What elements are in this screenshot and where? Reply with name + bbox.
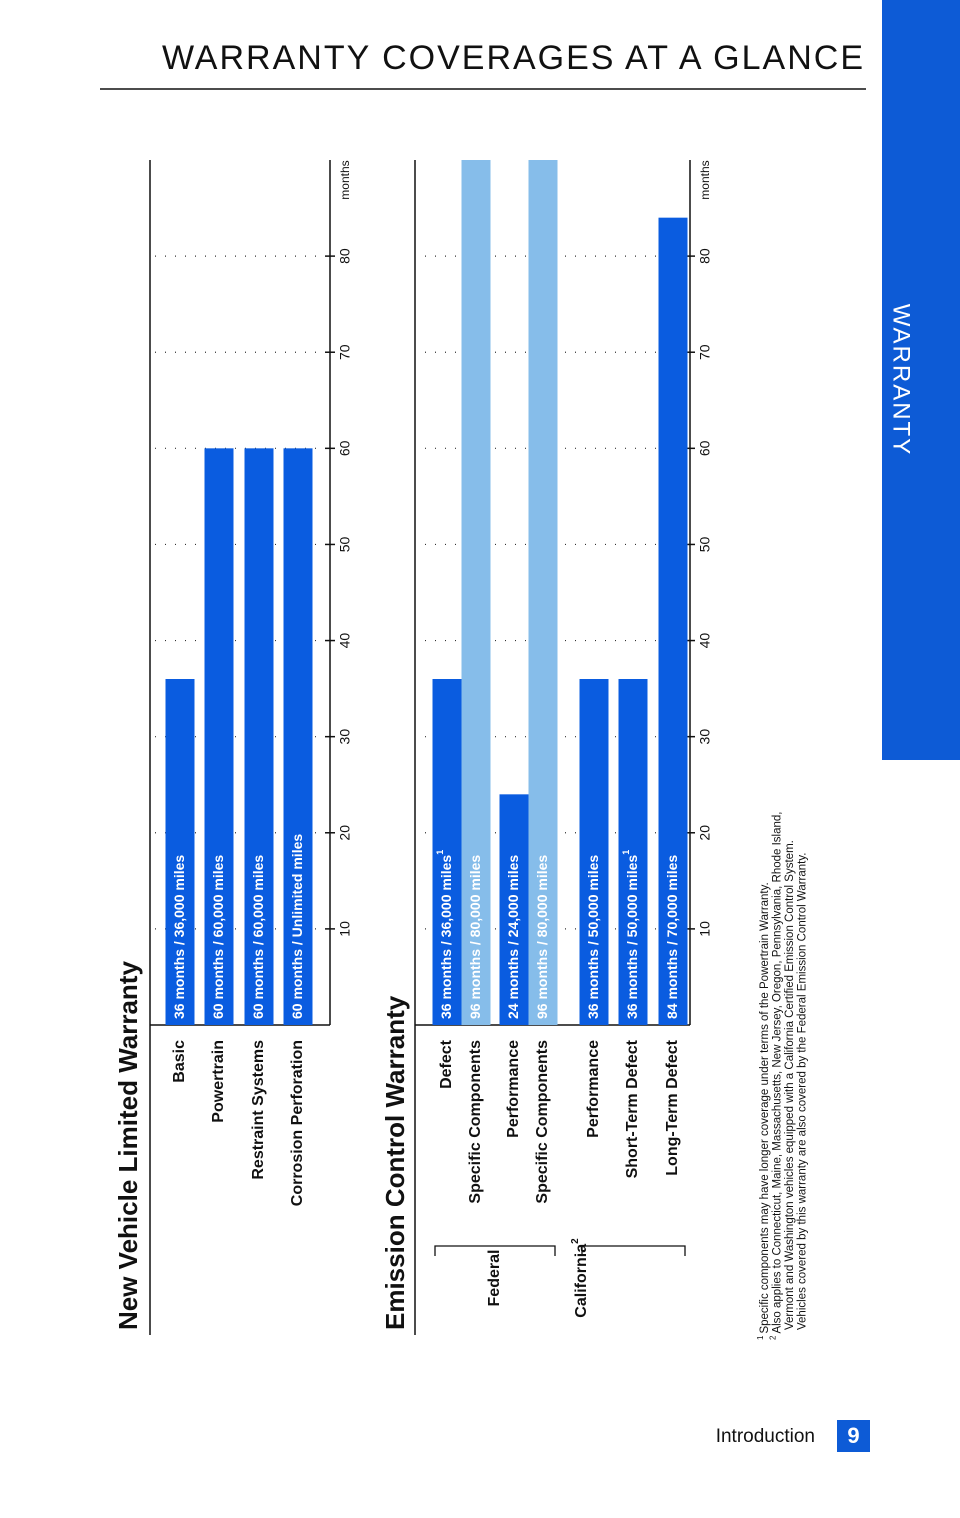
value-label: 60 months / Unlimited miles bbox=[289, 834, 305, 1019]
value-label: 96 months / 80,000 miles bbox=[534, 855, 550, 1019]
x-tick-label: 10 bbox=[337, 921, 353, 937]
category-label: Corrosion Perforation bbox=[289, 1040, 306, 1206]
footnote-mark: 1 bbox=[756, 1335, 765, 1340]
side-tab-label: WARRANTY bbox=[888, 304, 915, 456]
x-tick-label: 60 bbox=[337, 440, 353, 456]
x-unit: months bbox=[338, 160, 352, 199]
rotated-charts: New Vehicle Limited Warranty 10 20 30 40 50 60… bbox=[113, 160, 809, 1340]
x-tick-label: 80 bbox=[697, 248, 713, 264]
x-tick-label: 50 bbox=[697, 536, 713, 552]
x-tick-label: 40 bbox=[337, 633, 353, 649]
bar bbox=[461, 160, 491, 1025]
category-label: Specific Components bbox=[467, 1040, 484, 1204]
value-label-text: 24 months / 24,000 miles bbox=[505, 855, 521, 1019]
value-label-text: 36 months / 50,000 miles bbox=[624, 855, 640, 1019]
group-bracket bbox=[434, 1245, 556, 1256]
value-label: 36 months / 50,000 miles bbox=[585, 855, 601, 1019]
bar bbox=[244, 448, 274, 1025]
value-label-text: 60 months / 60,000 miles bbox=[250, 855, 266, 1019]
group-label: Federal bbox=[486, 1250, 503, 1307]
value-label-text: 84 months / 70,000 miles bbox=[664, 855, 680, 1019]
page-number: 9 bbox=[847, 1423, 859, 1448]
x-tick-label: 30 bbox=[337, 729, 353, 745]
x-tick-label: 30 bbox=[697, 729, 713, 745]
footnote-text: Also applies to Connecticut, Maine, Mass… bbox=[772, 812, 784, 1334]
category-label: Specific Components bbox=[534, 1040, 551, 1204]
category-label: Performance bbox=[505, 1040, 522, 1138]
category-label: Powertrain bbox=[210, 1040, 227, 1123]
bar bbox=[618, 679, 648, 1025]
value-label-mark: 1 bbox=[621, 850, 631, 855]
value-label: 36 months / 36,000 miles bbox=[171, 855, 187, 1019]
category-label: Restraint Systems bbox=[250, 1040, 267, 1180]
x-tick-label: 20 bbox=[337, 825, 353, 841]
x-tick-label: 20 bbox=[697, 825, 713, 841]
value-label-text: 36 months / 36,000 miles bbox=[438, 855, 454, 1019]
value-label: 24 months / 24,000 miles bbox=[505, 855, 521, 1019]
group-label: California2 bbox=[570, 1238, 591, 1318]
page-title: WARRANTY COVERAGES AT A GLANCE bbox=[162, 39, 865, 77]
group-mark: 2 bbox=[570, 1238, 581, 1244]
category-label: Long-Term Defect bbox=[664, 1039, 681, 1175]
x-tick-label: 60 bbox=[697, 440, 713, 456]
value-label-text: 36 months / 36,000 miles bbox=[171, 855, 187, 1019]
value-label: 36 months / 50,000 miles1 bbox=[621, 850, 639, 1019]
group-name: California bbox=[573, 1244, 590, 1318]
value-label-mark: 1 bbox=[435, 850, 445, 855]
x-unit: months bbox=[698, 160, 712, 199]
footnote-mark: 2 bbox=[769, 1335, 778, 1340]
chart-title: New Vehicle Limited Warranty bbox=[113, 961, 143, 1330]
category-label: Basic bbox=[171, 1040, 188, 1083]
x-tick-label: 80 bbox=[337, 248, 353, 264]
x-tick-label: 40 bbox=[697, 633, 713, 649]
category-label: Defect bbox=[438, 1039, 455, 1089]
value-label: 84 months / 70,000 miles bbox=[664, 855, 680, 1019]
bar bbox=[528, 160, 558, 1025]
footnote-text: Specific components may have longer cove… bbox=[759, 882, 771, 1333]
category-label: Short-Term Defect bbox=[624, 1039, 641, 1178]
value-label-text: 96 months / 80,000 miles bbox=[467, 855, 483, 1019]
footnote-text: Vehicles covered by this warranty are al… bbox=[797, 853, 809, 1330]
bar bbox=[204, 448, 234, 1025]
bar bbox=[432, 679, 462, 1025]
footnote-text: Vermont and Washington vehicles equipped… bbox=[784, 840, 796, 1330]
value-label-text: 60 months / Unlimited miles bbox=[289, 834, 305, 1019]
x-tick-label: 10 bbox=[697, 921, 713, 937]
group-bracket bbox=[581, 1245, 686, 1256]
value-label-text: 36 months / 50,000 miles bbox=[585, 855, 601, 1019]
value-label: 96 months / 80,000 miles bbox=[467, 855, 483, 1019]
page-number-box bbox=[837, 1420, 870, 1452]
bar bbox=[283, 448, 313, 1025]
side-tab bbox=[882, 0, 960, 760]
category-label: Performance bbox=[585, 1040, 602, 1138]
group-name: Federal bbox=[486, 1250, 503, 1307]
chart-title: Emission Control Warranty bbox=[380, 995, 410, 1330]
bar bbox=[658, 217, 688, 1025]
footer-section: Introduction bbox=[716, 1426, 815, 1447]
x-tick-label: 70 bbox=[697, 344, 713, 360]
bar bbox=[165, 679, 195, 1025]
bar bbox=[499, 794, 529, 1025]
value-label: 36 months / 36,000 miles1 bbox=[435, 850, 453, 1019]
value-label-text: 60 months / 60,000 miles bbox=[210, 855, 226, 1019]
bar bbox=[579, 679, 609, 1025]
footnote-line: Vermont and Washington vehicles equipped… bbox=[784, 840, 796, 1330]
x-tick-label: 50 bbox=[337, 536, 353, 552]
footnote-line: 1 Specific components may have longer cov… bbox=[756, 882, 771, 1340]
value-label-text: 96 months / 80,000 miles bbox=[534, 855, 550, 1019]
value-label: 60 months / 60,000 miles bbox=[210, 855, 226, 1019]
value-label: 60 months / 60,000 miles bbox=[250, 855, 266, 1019]
footnote-line: 2Also applies to Connecticut, Maine, Mas… bbox=[769, 812, 784, 1340]
footnote-line: Vehicles covered by this warranty are al… bbox=[797, 853, 809, 1330]
x-tick-label: 70 bbox=[337, 344, 353, 360]
